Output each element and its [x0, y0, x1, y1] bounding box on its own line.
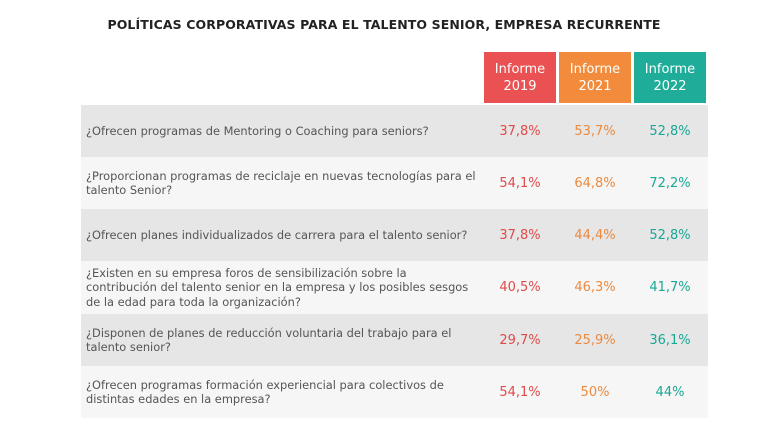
table-row: ¿Disponen de planes de reducción volunta…: [81, 314, 708, 366]
row-question: ¿Disponen de planes de reducción volunta…: [86, 325, 452, 355]
table-row: ¿Existen en su empresa foros de sensibil…: [81, 261, 708, 314]
value-2021: 53,7%: [574, 123, 616, 139]
row-question: ¿Ofrecen programas de Mentoring o Coachi…: [86, 123, 429, 138]
column-header-2022: Informe 2022: [634, 52, 706, 103]
column-header-2019: Informe 2019: [484, 52, 556, 103]
column-header-label: Informe: [644, 62, 696, 77]
table-row: ¿Ofrecen programas formación experiencia…: [81, 366, 708, 418]
value-2021: 50%: [580, 384, 610, 400]
value-2019: 37,8%: [499, 123, 541, 139]
value-2019: 29,7%: [499, 332, 541, 348]
value-2019: 37,8%: [499, 227, 541, 243]
chart-title: POLÍTICAS CORPORATIVAS PARA EL TALENTO S…: [107, 17, 661, 32]
table-row: ¿Ofrecen programas de Mentoring o Coachi…: [81, 105, 708, 157]
value-2019: 54,1%: [499, 384, 541, 400]
value-2021: 46,3%: [574, 280, 616, 295]
value-2019: 54,1%: [499, 175, 541, 191]
value-2021: 44,4%: [574, 227, 616, 243]
value-2021: 64,8%: [574, 175, 616, 191]
value-2022: 41,7%: [649, 280, 691, 295]
column-header-label: Informe: [569, 62, 621, 77]
column-header-year: 2022: [653, 79, 687, 94]
value-2019: 40,5%: [499, 280, 541, 295]
row-question: ¿Existen en su empresa foros de sensibil…: [86, 265, 469, 309]
table-row: ¿Ofrecen planes individualizados de carr…: [81, 209, 708, 261]
value-2022: 36,1%: [649, 332, 691, 348]
row-question: ¿Proporcionan programas de reciclaje en …: [86, 168, 476, 198]
value-2022: 72,2%: [649, 175, 691, 191]
row-question: ¿Ofrecen programas formación experiencia…: [86, 377, 444, 407]
column-header-year: 2019: [503, 79, 537, 94]
value-2021: 25,9%: [574, 332, 616, 348]
column-header-year: 2021: [578, 79, 612, 94]
value-2022: 44%: [655, 384, 685, 400]
column-header-2021: Informe 2021: [559, 52, 631, 103]
table-row: ¿Proporcionan programas de reciclaje en …: [81, 157, 708, 209]
value-2022: 52,8%: [649, 227, 691, 243]
value-2022: 52,8%: [649, 123, 691, 139]
row-question: ¿Ofrecen planes individualizados de carr…: [86, 227, 468, 242]
column-header-label: Informe: [494, 62, 546, 77]
